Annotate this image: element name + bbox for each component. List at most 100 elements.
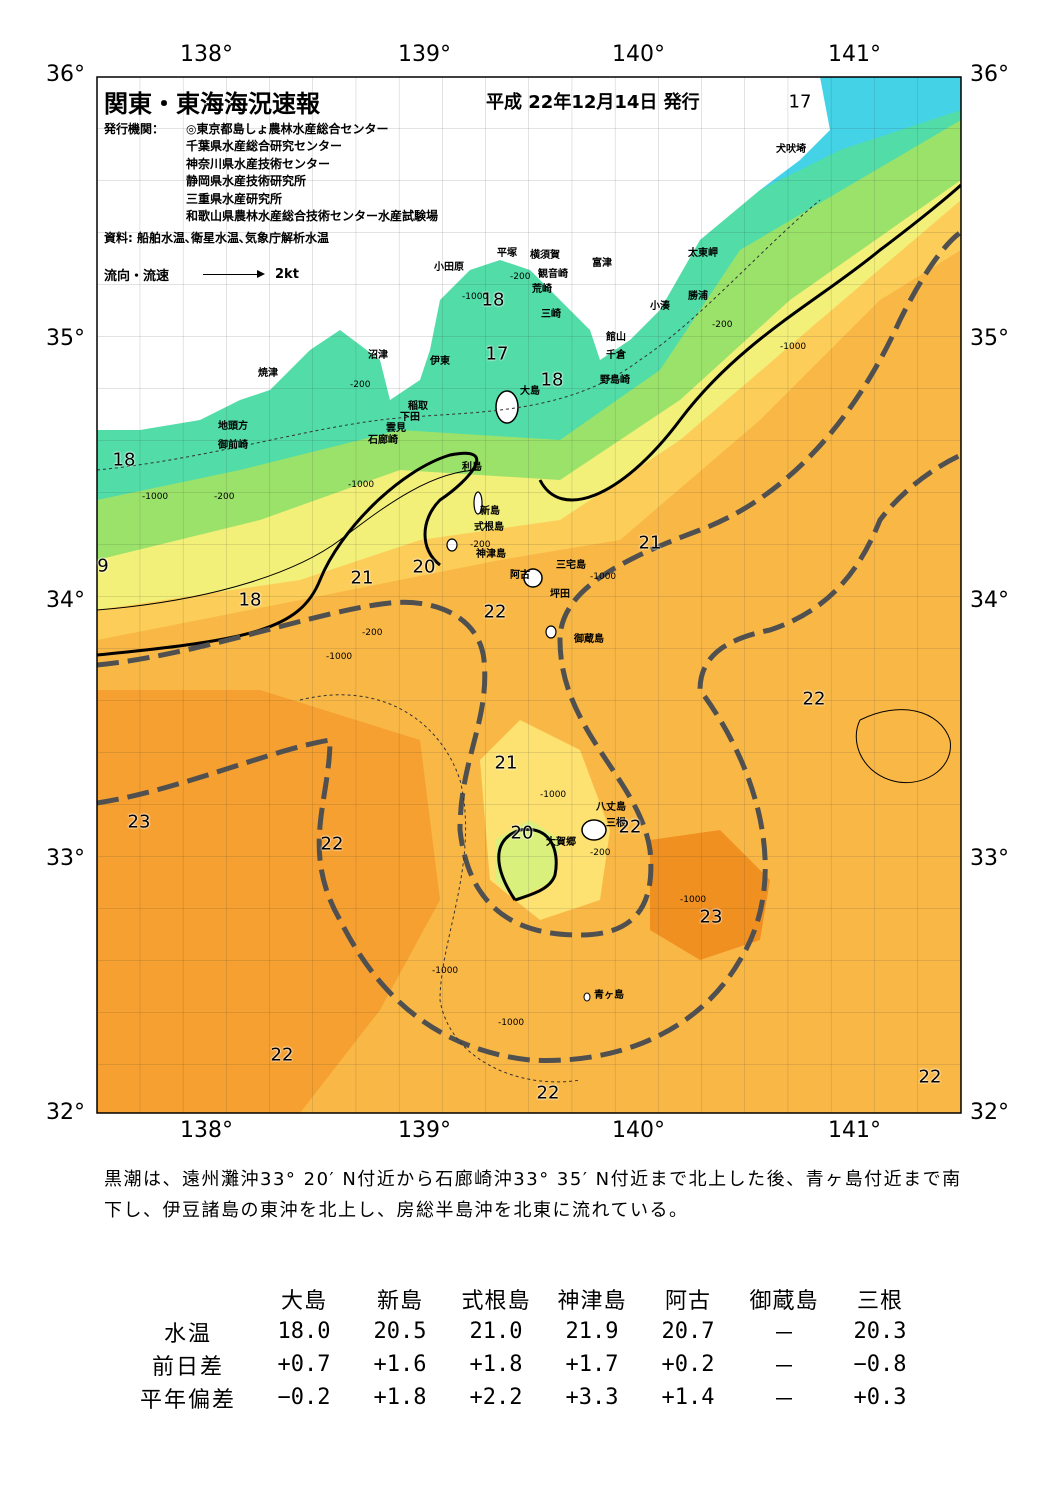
table-cell: +2.2 [469,1385,523,1410]
isotherm-label: 17 [485,343,509,365]
table-cell: 20.7 [661,1319,715,1344]
place-name: 伊東 [430,356,450,367]
place-name: 平塚 [497,248,517,259]
table-cell: － [772,1354,795,1380]
place-name: 式根島 [474,522,504,533]
place-name: 下田 [400,412,420,423]
row-label: 水温 [163,1321,212,1347]
station-header: 神津島 [557,1288,627,1314]
issuer-label: 発行機関： [104,122,165,136]
flow-legend: 流向・流速 2kt [104,265,299,284]
place-name: 小田原 [434,262,464,273]
station-header: 阿古 [664,1288,711,1314]
table-cell: 18.0 [277,1319,331,1344]
place-name: 利島 [462,462,482,473]
isotherm-label: 23 [699,906,723,928]
place-name: 御前崎 [218,440,248,451]
place-name: 観音崎 [538,269,568,280]
place-name: 新島 [480,506,500,517]
depth-label: -1000 [680,895,707,905]
lon-label-bottom: 139° [398,1118,451,1143]
issuer-block: 発行機関： ◎東京都島しょ農林水産総合センター 千葉県水産総合研究センター 神奈川… [104,121,438,225]
table-cell: +0.7 [277,1352,331,1377]
station-header: 御蔵島 [749,1288,819,1314]
place-name: 館山 [606,332,626,343]
isotherm-label: 20 [510,822,534,844]
place-name: 焼津 [258,368,278,379]
table-cell: 20.5 [373,1319,427,1344]
depth-label: -1000 [348,480,375,490]
lon-label-top: 141° [828,42,881,67]
depth-label: -1000 [498,1018,525,1028]
isotherm-label: 22 [483,601,507,623]
station-header: 大島 [280,1288,327,1314]
place-name: 三崎 [541,309,561,320]
table-cell: +3.3 [565,1385,619,1410]
depth-label: -1000 [590,572,617,582]
depth-label: -200 [350,380,371,390]
depth-label: -200 [470,540,491,550]
place-name: 野島崎 [600,375,630,386]
isotherm-label: 21 [638,532,662,554]
table-cell: － [772,1387,795,1413]
kuroshio-branch-west [97,452,961,1063]
isotherm-label: 18 [481,289,505,311]
isotherm-label: 22 [802,688,826,710]
place-name: 地頭方 [218,421,248,432]
depth-label: -1000 [326,652,353,662]
lon-label-bottom: 138° [180,1118,233,1143]
lat-label-right: 35° [970,326,1009,351]
depth-label: -1000 [142,492,169,502]
table-cell: +1.8 [469,1352,523,1377]
table-row: 水温 18.0 20.5 21.0 21.9 20.7 － 20.3 [120,1315,928,1348]
row-label: 前日差 [151,1354,224,1380]
lat-label-left: 33° [46,846,85,871]
flow-arrow-icon [203,271,266,278]
depth-label: -1000 [780,342,807,352]
place-name: 石廊崎 [368,435,398,446]
table-cell: +1.4 [661,1385,715,1410]
depth-contour [299,694,581,1083]
isotherm-label: 9 [97,555,109,577]
lat-label-left: 36° [46,62,85,87]
place-name: 神津島 [476,549,506,560]
place-name: 三根 [606,818,626,829]
issuer-org: 神奈川県水産技術センター [186,156,331,171]
isotherm-20-south [497,827,558,902]
lat-label-left: 32° [46,1100,85,1125]
place-name: 阿古 [510,570,530,581]
temp-contour [97,469,481,611]
lat-label-left: 34° [46,588,85,613]
lon-label-top: 139° [398,42,451,67]
table-header-row: 大島 新島 式根島 神津島 阿古 御蔵島 三根 [120,1282,928,1315]
isotherm-label: 22 [618,816,642,838]
place-name: 大島 [520,386,540,397]
table-cell: −0.8 [853,1352,907,1377]
place-name: 富津 [592,258,612,269]
table-row: 前日差 +0.7 +1.6 +1.8 +1.7 +0.2 － −0.8 [120,1348,928,1381]
table-cell: +1.6 [373,1352,427,1377]
sst-map [96,76,962,1114]
row-label: 平年偏差 [139,1387,236,1413]
isotherm-label: 18 [238,589,262,611]
isotherm-label: 18 [540,369,564,391]
table-cell: 21.9 [565,1319,619,1344]
issuer-org: 和歌山県農林水産総合技術センター水産試験場 [186,209,439,224]
lat-label-right: 33° [970,846,1009,871]
place-name: 荒崎 [532,284,552,295]
lat-label-right: 36° [970,62,1009,87]
data-source: 資料: 船舶水温､衛星水温､気象庁解析水温 [104,231,329,245]
lon-label-top: 140° [612,42,665,67]
station-header: 三根 [856,1288,903,1314]
lat-label-right: 32° [970,1100,1009,1125]
isotherm-label: 22 [918,1066,942,1088]
isotherm-label: 18 [112,449,136,471]
lon-label-top: 138° [180,42,233,67]
isotherm-label: 22 [320,833,344,855]
isotherm-label: 22 [536,1082,560,1104]
sst-table: 大島 新島 式根島 神津島 阿古 御蔵島 三根 水温 18.0 20.5 21.… [120,1282,928,1414]
depth-label: -200 [510,272,531,282]
place-name: 坪田 [550,589,570,600]
place-name: 三宅島 [556,560,586,571]
flow-legend-label: 流向・流速 [104,269,170,284]
